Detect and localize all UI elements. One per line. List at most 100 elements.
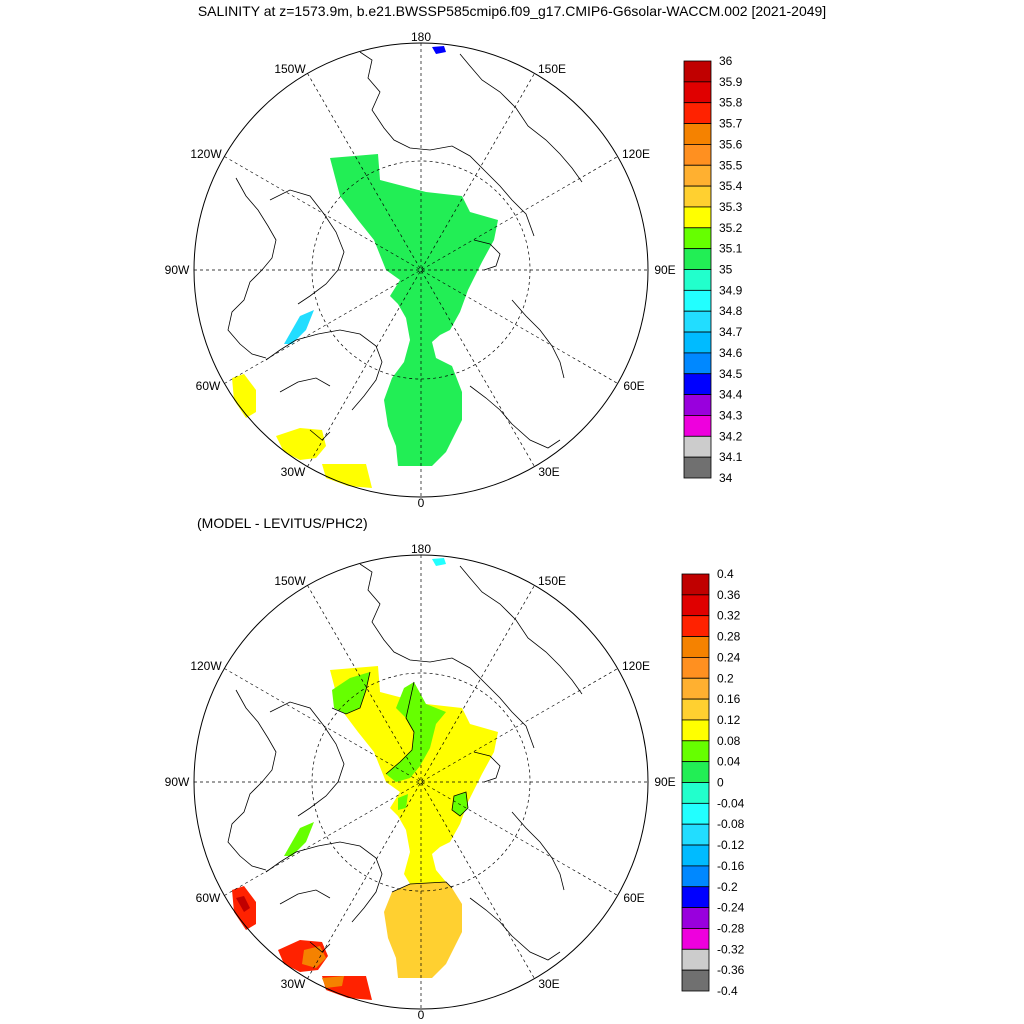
top-map-panel: 180 150E 120E 90E 60E 30E 0 30W 60W 90W … bbox=[165, 30, 743, 510]
bottom-region-labrador-sea-core bbox=[236, 896, 250, 912]
bottom-colorbar-swatch bbox=[681, 928, 710, 950]
bottom-colorbar-label: 0.32 bbox=[717, 609, 741, 623]
top-colorbar-label: 35.6 bbox=[719, 137, 743, 151]
top-colorbar-label: 34.7 bbox=[719, 325, 743, 339]
bottom-region-arctic-green-4 bbox=[398, 794, 408, 810]
bottom-region-baffin-bay bbox=[284, 822, 314, 856]
top-lon-label-120w: 120W bbox=[190, 147, 222, 161]
bottom-region-arctic-green-3 bbox=[452, 792, 468, 816]
top-lon-label-90w: 90W bbox=[165, 263, 190, 277]
bottom-colorbar-swatch bbox=[681, 948, 710, 971]
top-longitude-labels: 180 150E 120E 90E 60E 30E 0 30W 60W 90W … bbox=[165, 30, 676, 510]
bottom-lon-label-60w: 60W bbox=[196, 891, 221, 905]
bottom-map-panel: 180 150E 120E 90E 60E 30E 0 30W 60W 90W … bbox=[165, 542, 745, 1022]
bottom-lon-label-30w: 30W bbox=[281, 977, 306, 991]
bottom-colorbar-swatch bbox=[681, 719, 710, 742]
top-colorbar-label: 35.8 bbox=[719, 96, 743, 110]
bottom-lon-label-120w: 120W bbox=[190, 659, 222, 673]
bottom-lon-label-180: 180 bbox=[411, 542, 431, 556]
top-colorbar: 36 35.9 35.8 35.7 35.6 35.5 35.4 35.3 35.2 35.1 35… bbox=[683, 54, 743, 485]
bottom-lon-label-60e: 60E bbox=[623, 891, 644, 905]
top-lon-label-30e: 30E bbox=[538, 465, 559, 479]
bottom-lon-label-120e: 120E bbox=[622, 659, 650, 673]
bottom-region-fram-strait bbox=[384, 882, 462, 978]
top-colorbar-label: 34.1 bbox=[719, 450, 743, 464]
figure-title: SALINITY at z=1573.9m, b.e21.BWSSP585cmi… bbox=[197, 3, 827, 19]
bottom-region-arctic-green-1 bbox=[332, 672, 370, 714]
top-lon-label-120e: 120E bbox=[622, 147, 650, 161]
top-colorbar-label: 35.1 bbox=[719, 242, 743, 256]
bottom-coastlines bbox=[227, 563, 583, 961]
bottom-lon-label-0: 0 bbox=[418, 1008, 425, 1022]
bottom-colorbar-label: -0.08 bbox=[717, 817, 745, 831]
top-colorbar-label: 35.4 bbox=[719, 179, 743, 193]
top-colorbar-swatch bbox=[683, 164, 712, 187]
top-lon-label-90e: 90E bbox=[654, 263, 675, 277]
bottom-lon-label-150e: 150E bbox=[538, 574, 566, 588]
top-map-boundary bbox=[193, 42, 649, 498]
bottom-colorbar-label: -0.2 bbox=[717, 880, 738, 894]
top-colorbar-swatch bbox=[683, 269, 712, 291]
bottom-colorbar-label: 0.36 bbox=[717, 588, 741, 602]
bottom-colorbar-swatch bbox=[681, 969, 710, 992]
top-graticule bbox=[194, 43, 648, 497]
bottom-colorbar-swatch bbox=[681, 907, 710, 929]
top-lon-label-150w: 150W bbox=[274, 62, 306, 76]
bottom-colorbar-label: -0.12 bbox=[717, 838, 745, 852]
bottom-region-bering-strait bbox=[432, 558, 446, 566]
top-region-bering-strait bbox=[432, 46, 446, 54]
top-lon-label-60w: 60W bbox=[196, 379, 221, 393]
bottom-colorbar-swatch bbox=[681, 782, 710, 804]
top-colorbar-swatch bbox=[683, 143, 712, 166]
bottom-colorbar-swatch bbox=[681, 594, 710, 617]
bottom-colorbar: 0.4 0.36 0.32 0.28 0.24 0.2 0.16 0.12 0.08 0.04 0 -… bbox=[681, 567, 745, 998]
top-colorbar-label: 34 bbox=[719, 471, 733, 485]
bottom-colorbar-label: -0.16 bbox=[717, 859, 745, 873]
bottom-colorbar-label: -0.32 bbox=[717, 942, 745, 956]
bottom-colorbar-label: -0.28 bbox=[717, 921, 745, 935]
top-region-arctic-basin bbox=[330, 154, 498, 466]
top-lon-label-150e: 150E bbox=[538, 62, 566, 76]
top-colorbar-swatch bbox=[683, 123, 712, 145]
top-colorbar-swatch bbox=[683, 415, 712, 437]
top-colorbar-swatch bbox=[683, 185, 712, 208]
top-colorbar-label: 35.7 bbox=[719, 117, 743, 131]
bottom-colorbar-swatch bbox=[681, 656, 710, 679]
bottom-region-arctic-green-2 bbox=[386, 682, 446, 782]
top-colorbar-label: 34.2 bbox=[719, 429, 743, 443]
bottom-graticule bbox=[194, 555, 648, 1009]
bottom-colorbar-swatch bbox=[681, 573, 710, 596]
top-lon-label-30w: 30W bbox=[281, 465, 306, 479]
bottom-colorbar-label: 0.12 bbox=[717, 713, 741, 727]
top-region-labrador-sea bbox=[232, 374, 256, 418]
top-coastlines bbox=[227, 51, 583, 449]
top-lon-label-0: 0 bbox=[418, 496, 425, 510]
bottom-colorbar-swatch bbox=[681, 761, 710, 783]
bottom-colorbar-swatch bbox=[681, 802, 710, 825]
top-polar-plot bbox=[193, 42, 649, 498]
top-colorbar-label: 35.5 bbox=[719, 158, 743, 172]
bottom-colorbar-swatch bbox=[681, 677, 710, 700]
top-colorbar-label: 34.6 bbox=[719, 346, 743, 360]
bottom-colorbar-label: 0.04 bbox=[717, 755, 741, 769]
top-colorbar-label: 34.8 bbox=[719, 304, 743, 318]
bottom-longitude-labels: 180 150E 120E 90E 60E 30E 0 30W 60W 90W … bbox=[165, 542, 676, 1022]
bottom-colorbar-swatch bbox=[681, 823, 710, 846]
top-colorbar-label: 35.3 bbox=[719, 200, 743, 214]
bottom-lon-label-90e: 90E bbox=[654, 775, 675, 789]
top-region-north-atlantic-1 bbox=[276, 428, 326, 460]
bottom-colorbar-label: -0.4 bbox=[717, 984, 738, 998]
bottom-colorbar-label: 0 bbox=[717, 776, 724, 790]
top-region-baffin-bay bbox=[284, 310, 314, 344]
top-colorbar-swatch bbox=[683, 248, 712, 270]
bottom-colorbar-label: 0.4 bbox=[717, 567, 734, 581]
top-colorbar-swatch bbox=[683, 81, 712, 104]
bottom-colorbar-swatch bbox=[681, 740, 710, 763]
bottom-colorbar-label: -0.04 bbox=[717, 796, 745, 810]
bottom-colorbar-swatch bbox=[681, 698, 710, 721]
top-colorbar-swatch bbox=[683, 206, 712, 229]
bottom-colorbar-label: 0.16 bbox=[717, 692, 741, 706]
top-colorbar-label: 35.9 bbox=[719, 75, 743, 89]
bottom-contours bbox=[331, 671, 469, 893]
top-colorbar-label: 34.9 bbox=[719, 283, 743, 297]
